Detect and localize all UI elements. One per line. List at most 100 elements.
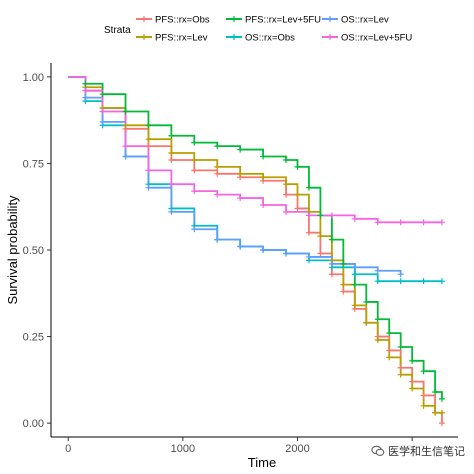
censor-mark	[99, 108, 106, 115]
censor-mark	[99, 118, 106, 125]
censor-mark	[168, 156, 175, 163]
legend-item: OS::rx=Lev	[322, 15, 389, 26]
censor-mark	[432, 409, 439, 416]
series-line-1	[68, 75, 442, 414]
censor-mark	[386, 347, 393, 354]
censor-mark	[397, 371, 404, 378]
censor-mark	[168, 208, 175, 215]
censor-mark	[82, 94, 89, 101]
y-axis-title: Survival probability	[5, 195, 20, 305]
censor-mark	[145, 167, 152, 174]
censor-mark	[283, 250, 290, 257]
legend-censor-mark	[327, 34, 333, 40]
legend-item: PFS::rx=Lev+5FU	[226, 15, 321, 26]
censor-mark	[328, 260, 335, 267]
censor-mark	[82, 87, 89, 94]
censor-mark	[397, 219, 404, 226]
legend-censor-mark	[141, 34, 147, 40]
legend-censor-mark	[141, 16, 147, 22]
censor-mark	[328, 212, 335, 219]
censor-mark	[386, 330, 393, 337]
censor-mark	[237, 195, 244, 202]
x-axis-title: Time	[248, 455, 276, 470]
censor-mark	[438, 409, 445, 416]
censor-mark	[214, 191, 221, 198]
censor-mark	[168, 181, 175, 188]
censor-mark	[283, 208, 290, 215]
censor-mark	[82, 80, 89, 87]
censor-mark	[305, 184, 312, 191]
censor-mark	[168, 132, 175, 139]
legend-item: OS::rx=Lev+5FU	[322, 33, 412, 44]
censor-mark	[351, 264, 358, 271]
censor-mark	[340, 281, 347, 288]
censor-mark	[397, 271, 404, 278]
legend-item: PFS::rx=Obs	[136, 15, 210, 26]
censor-mark	[145, 143, 152, 150]
censor-mark	[145, 122, 152, 129]
censor-mark	[237, 170, 244, 177]
censor-mark	[294, 205, 301, 212]
censor-mark	[294, 163, 301, 170]
censor-mark	[420, 278, 427, 285]
y-tick-label: 0.00	[23, 418, 44, 430]
censor-mark	[305, 212, 312, 219]
censor-mark	[374, 267, 381, 274]
censor-mark	[397, 278, 404, 285]
censor-mark	[237, 146, 244, 153]
censor-mark	[351, 302, 358, 309]
censor-mark	[317, 233, 324, 240]
series-line-4	[68, 75, 402, 275]
censor-mark	[420, 219, 427, 226]
legend-title: Strata	[104, 25, 131, 36]
legend-label: OS::rx=Lev	[341, 15, 389, 26]
legend-label: PFS::rx=Lev	[155, 33, 208, 44]
censor-mark	[374, 278, 381, 285]
censor-mark	[328, 236, 335, 243]
wechat-icon	[371, 444, 385, 458]
censor-mark	[420, 402, 427, 409]
censor-mark	[317, 250, 324, 257]
watermark: 医学和生信笔记	[368, 442, 468, 460]
censor-mark	[122, 153, 129, 160]
censor-mark	[145, 184, 152, 191]
censor-mark	[191, 226, 198, 233]
censor-mark	[122, 122, 129, 129]
censor-mark	[283, 191, 290, 198]
legend-censor-mark	[231, 34, 237, 40]
x-tick-label: 2000	[285, 443, 309, 455]
censor-mark	[99, 91, 106, 98]
censor-mark	[122, 108, 129, 115]
censor-mark	[420, 368, 427, 375]
censor-mark	[438, 395, 445, 402]
censor-mark	[374, 337, 381, 344]
censor-mark	[260, 153, 267, 160]
censor-mark	[317, 212, 324, 219]
plot-area	[68, 75, 445, 427]
y-tick-label: 1.00	[23, 72, 44, 84]
censor-mark	[351, 271, 358, 278]
censor-mark	[305, 253, 312, 260]
censor-mark	[432, 388, 439, 395]
legend-label: PFS::rx=Obs	[155, 15, 210, 26]
censor-mark	[294, 191, 301, 198]
censor-mark	[122, 143, 129, 150]
legend-label: OS::rx=Lev+5FU	[341, 33, 412, 44]
censor-mark	[397, 343, 404, 350]
censor-mark	[397, 364, 404, 371]
legend-censor-mark	[231, 16, 237, 22]
censor-mark	[191, 167, 198, 174]
y-tick-label: 0.75	[23, 158, 44, 170]
legend-censor-mark	[327, 16, 333, 22]
y-tick-label: 0.50	[23, 245, 44, 257]
x-tick-label: 1000	[171, 443, 195, 455]
censor-mark	[283, 181, 290, 188]
censor-mark	[420, 392, 427, 399]
censor-mark	[191, 139, 198, 146]
censor-mark	[237, 243, 244, 250]
censor-mark	[438, 219, 445, 226]
x-tick-label: 0	[65, 443, 71, 455]
censor-mark	[374, 219, 381, 226]
